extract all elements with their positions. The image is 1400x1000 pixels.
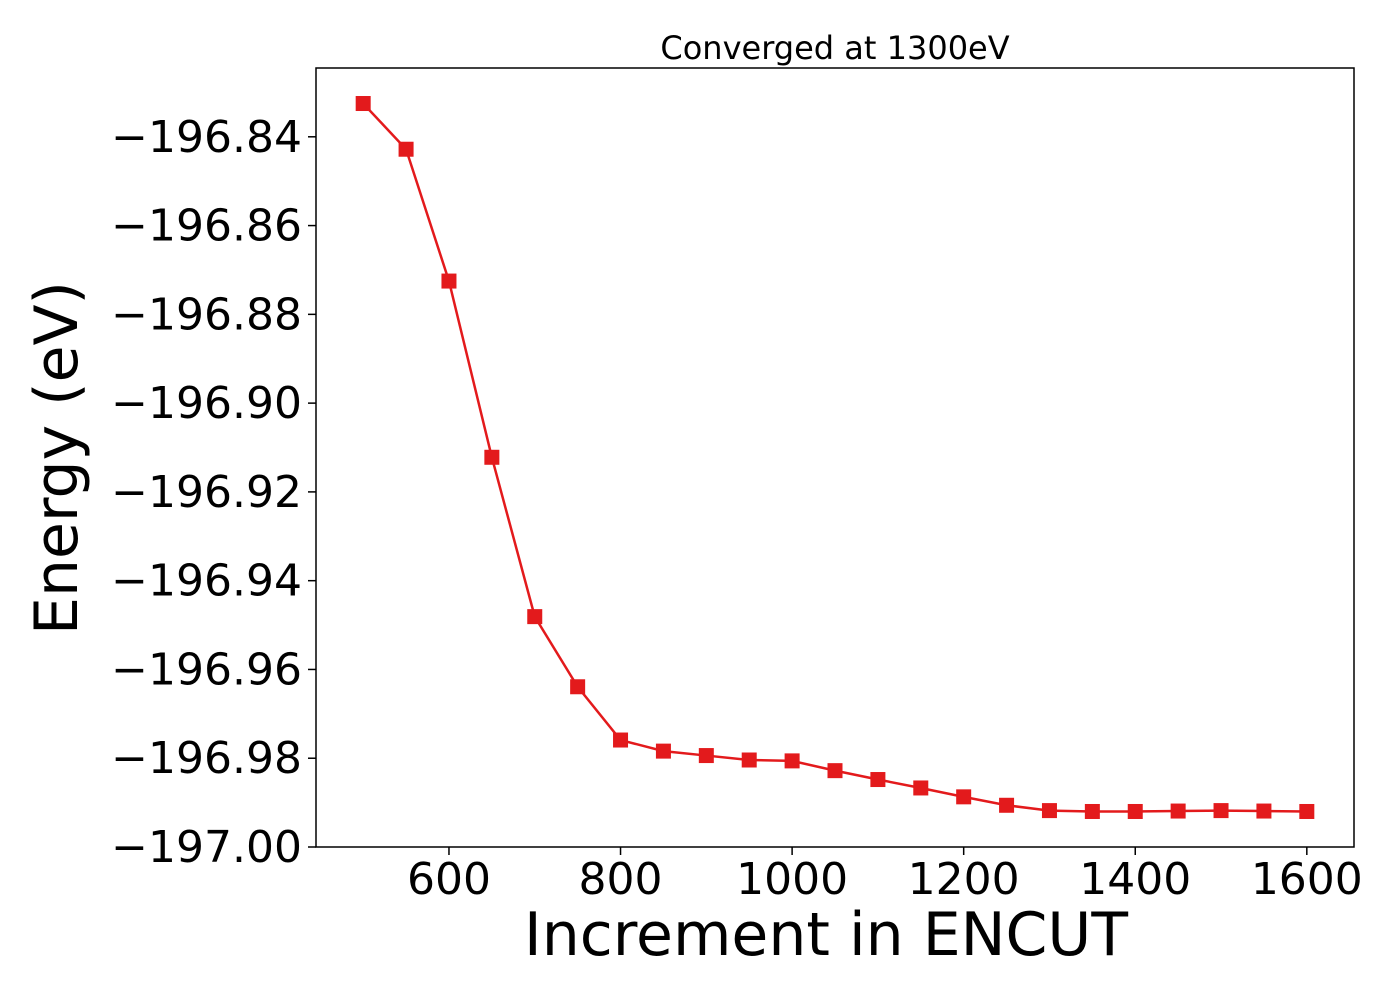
y-tick-label: −196.90	[111, 378, 302, 429]
y-tick-label: −196.84	[111, 112, 302, 163]
y-axis: −196.84 −196.86 −196.88 −196.90 −196.92 −196.…	[111, 112, 316, 873]
x-tick-label: 1600	[1251, 854, 1363, 905]
data-point	[827, 763, 843, 779]
x-tick-label: 600	[407, 854, 491, 905]
data-point	[956, 789, 972, 805]
data-point	[870, 772, 886, 788]
y-tick-label: −196.94	[111, 556, 302, 607]
data-point	[1213, 803, 1229, 819]
data-point	[913, 780, 929, 796]
data-point	[441, 273, 457, 289]
y-tick-label: −196.96	[111, 644, 302, 695]
data-point	[1299, 803, 1315, 819]
data-point	[698, 748, 714, 764]
data-point	[527, 609, 543, 625]
data-point	[355, 96, 371, 112]
y-tick-label: −196.92	[111, 467, 302, 518]
data-point	[999, 797, 1015, 813]
x-tick-label: 1000	[736, 854, 848, 905]
y-tick-label: −196.98	[111, 733, 302, 784]
x-tick-label: 1400	[1079, 854, 1191, 905]
x-tick-label: 1200	[908, 854, 1020, 905]
y-tick-label: −196.88	[111, 289, 302, 340]
data-point	[1041, 803, 1057, 819]
plot-area-frame	[315, 67, 1355, 848]
y-tick-label: −196.86	[111, 201, 302, 252]
y-tick-label: −197.00	[111, 822, 302, 873]
data-point	[655, 743, 671, 759]
series-layer	[355, 96, 1315, 819]
data-point	[784, 753, 800, 769]
data-point	[484, 449, 500, 465]
x-axis: 600 800 1000 1200 1400 1600	[407, 847, 1363, 905]
data-point	[613, 732, 629, 748]
y-axis-title: Energy (eV)	[22, 281, 92, 635]
data-point	[570, 679, 586, 695]
data-point	[741, 752, 757, 768]
x-tick-label: 800	[579, 854, 663, 905]
series-line	[362, 102, 1307, 813]
chart-title: Converged at 1300eV	[660, 29, 1009, 67]
data-point	[1170, 803, 1186, 819]
data-point	[398, 141, 414, 157]
data-point	[1256, 803, 1272, 819]
data-point	[1084, 803, 1100, 819]
x-axis-title: Increment in ENCUT	[524, 900, 1128, 970]
data-point	[1127, 803, 1143, 819]
